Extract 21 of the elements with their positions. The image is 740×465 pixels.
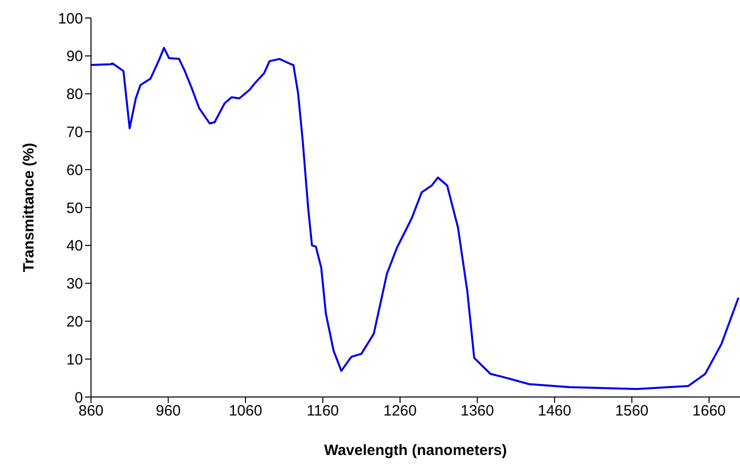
y-tick-label: 10 xyxy=(66,351,83,368)
y-axis-title: Transmittance (%) xyxy=(20,142,38,272)
x-tick-label: 960 xyxy=(156,402,181,420)
line-series xyxy=(91,46,740,390)
y-tick-label: 90 xyxy=(66,48,83,66)
y-tick-label: 70 xyxy=(66,124,83,142)
y-tick-label: 50 xyxy=(66,200,83,217)
x-axis-title: Wavelength (nanometers) xyxy=(324,442,507,459)
y-tick-label: 100 xyxy=(58,10,83,28)
x-tick-label: 1060 xyxy=(228,402,262,420)
x-tick-label: 1260 xyxy=(383,402,417,420)
x-tick-label: 1360 xyxy=(460,402,494,420)
x-tick-label: 1560 xyxy=(615,402,649,420)
x-tick-label: 1660 xyxy=(692,402,726,420)
y-tick-label: 20 xyxy=(66,314,83,331)
y-tick-label: 30 xyxy=(66,276,83,293)
y-tick-label: 40 xyxy=(66,238,83,255)
x-tick-label: 1460 xyxy=(538,402,572,420)
y-tick-label: 80 xyxy=(66,86,83,104)
y-tick-label: 60 xyxy=(66,162,83,179)
x-tick-label: 1160 xyxy=(306,402,339,420)
